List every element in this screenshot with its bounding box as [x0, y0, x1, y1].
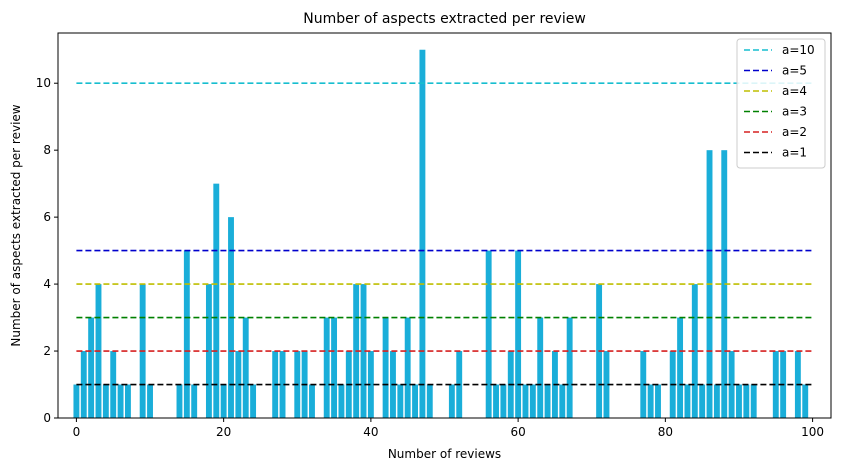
bar	[728, 351, 735, 418]
bar	[743, 384, 750, 418]
bar	[73, 384, 80, 418]
x-axis-ticks: 0 20 40 60 80 100	[73, 418, 824, 439]
bar	[176, 384, 183, 418]
bar	[603, 351, 610, 418]
bar	[640, 351, 647, 418]
bar	[736, 384, 742, 418]
bar	[448, 384, 455, 418]
bar	[213, 183, 220, 418]
bar	[559, 384, 566, 418]
bar	[485, 250, 492, 418]
bar	[323, 317, 330, 418]
bar	[88, 317, 95, 418]
bar	[404, 317, 411, 418]
bar	[544, 384, 551, 418]
bar	[699, 384, 706, 418]
bar	[360, 284, 367, 418]
bar	[522, 384, 529, 418]
bar	[235, 351, 242, 418]
bar	[279, 351, 286, 418]
x-tick-label: 20	[216, 425, 231, 439]
legend-label: a=4	[782, 84, 807, 98]
y-tick-label: 0	[43, 411, 51, 425]
bar	[220, 384, 227, 418]
bar	[331, 317, 338, 418]
bar	[750, 384, 757, 418]
y-axis-label: Number of aspects extracted per review	[9, 104, 23, 346]
bar	[802, 384, 809, 418]
bar	[397, 384, 404, 418]
bar	[80, 351, 87, 418]
x-tick-label: 40	[363, 425, 378, 439]
bar	[191, 384, 198, 418]
bar	[537, 317, 544, 418]
y-tick-label: 8	[43, 143, 51, 157]
bar	[309, 384, 315, 418]
bars-group	[73, 49, 809, 418]
bar	[691, 284, 698, 418]
bar	[117, 384, 124, 418]
x-tick-label: 100	[801, 425, 824, 439]
bar	[772, 351, 779, 418]
legend-label: a=1	[782, 146, 807, 160]
reference-lines-group	[76, 82, 813, 386]
bar	[419, 49, 426, 418]
bar	[124, 384, 131, 418]
legend-label: a=2	[782, 125, 807, 139]
bar	[382, 317, 389, 418]
bar	[102, 384, 109, 418]
bar	[713, 384, 720, 418]
bar	[677, 317, 684, 418]
bar	[515, 250, 522, 418]
bar	[529, 384, 536, 418]
x-axis-label: Number of reviews	[388, 447, 501, 461]
x-tick-label: 0	[73, 425, 81, 439]
bar	[147, 384, 153, 418]
legend-box	[736, 38, 826, 169]
chart-title: Number of aspects extracted per review	[303, 11, 586, 27]
bar	[493, 384, 499, 418]
legend: a=10 a=5 a=4 a=3 a=2 a=1	[736, 38, 826, 169]
bar	[183, 250, 190, 418]
bar	[655, 384, 661, 418]
legend-label: a=10	[782, 43, 815, 57]
bar	[721, 150, 728, 418]
bar	[566, 317, 573, 418]
legend-label: a=5	[782, 64, 807, 78]
bar	[412, 384, 418, 418]
plot-frame	[57, 32, 832, 419]
y-axis-ticks: 0 2 4 6 8 10	[36, 76, 58, 425]
y-tick-label: 2	[43, 344, 51, 358]
y-tick-label: 10	[36, 76, 51, 90]
x-tick-label: 80	[658, 425, 673, 439]
x-tick-label: 60	[510, 425, 525, 439]
y-tick-label: 4	[43, 277, 51, 291]
bar	[338, 384, 345, 418]
bar	[205, 284, 212, 418]
bar	[500, 384, 507, 418]
bar	[250, 384, 257, 418]
bar	[426, 384, 433, 418]
bar	[242, 317, 249, 418]
bar	[367, 351, 374, 418]
bar	[684, 384, 691, 418]
legend-label: a=3	[782, 105, 807, 119]
bar	[647, 384, 654, 418]
y-tick-label: 6	[43, 210, 51, 224]
